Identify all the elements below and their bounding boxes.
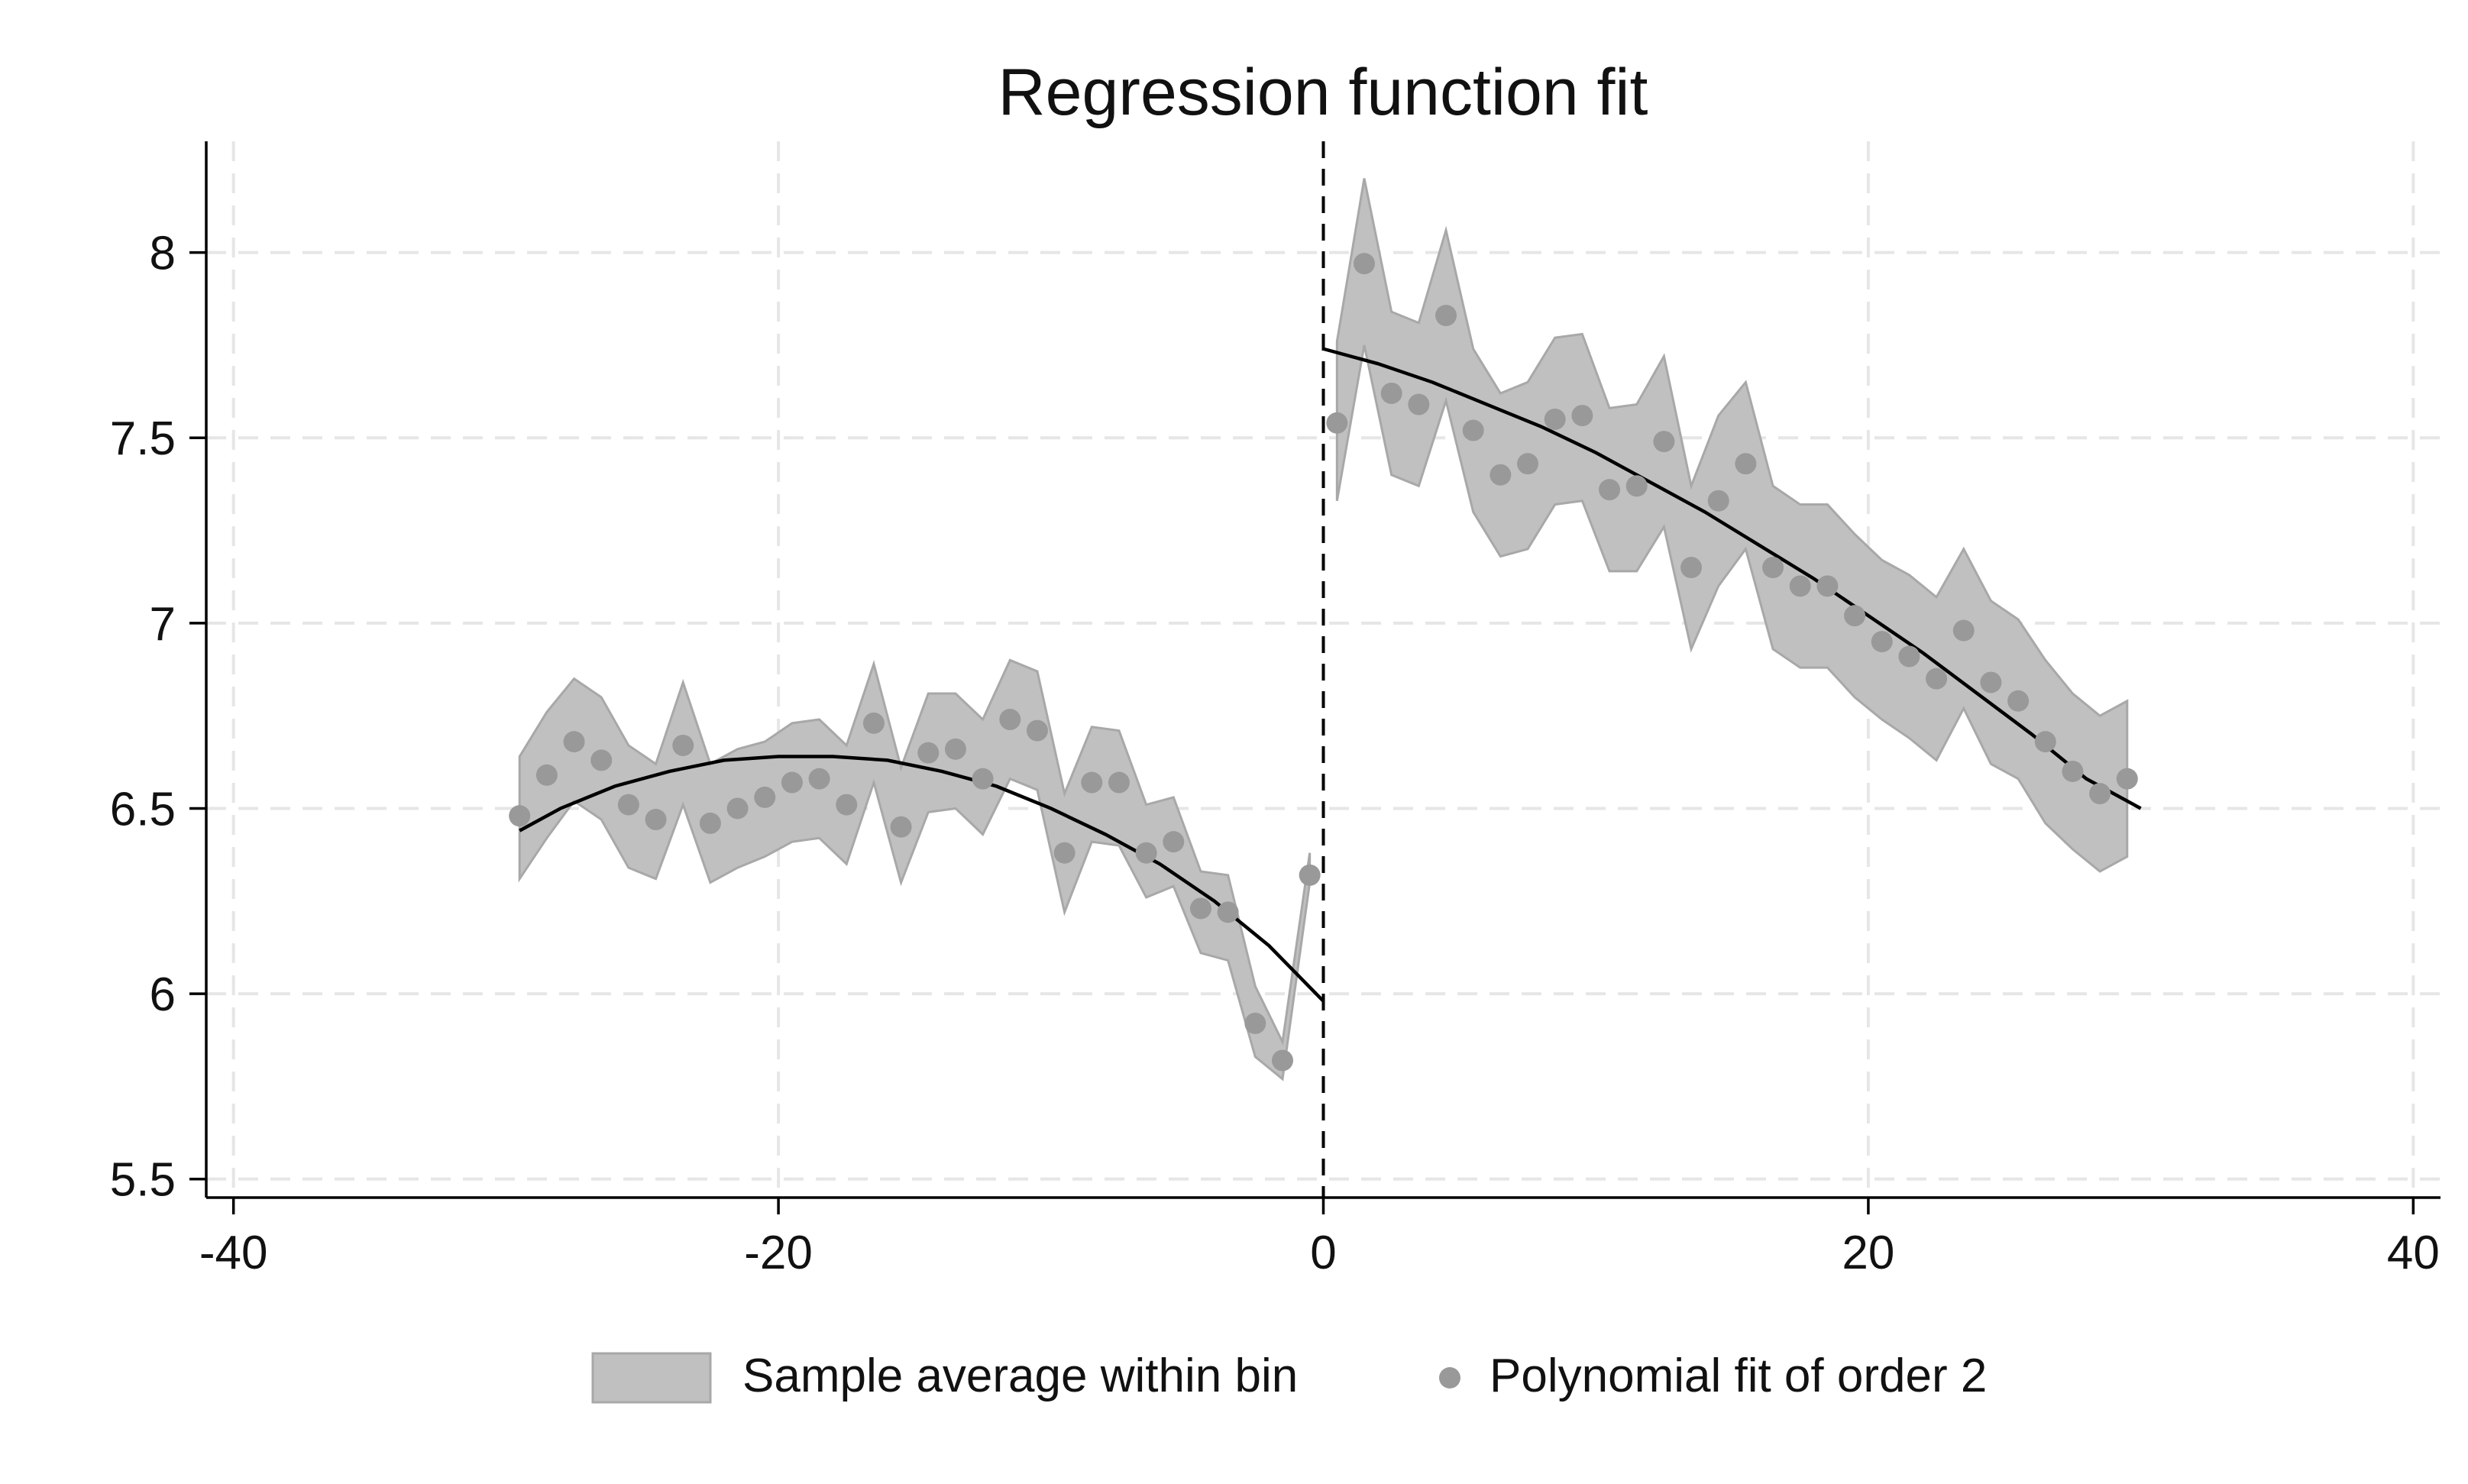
bin-point — [509, 805, 531, 827]
grid-layer — [206, 141, 2441, 1198]
bin-point — [1408, 393, 1430, 415]
bin-point — [1789, 575, 1811, 597]
bin-point — [1952, 619, 1975, 642]
bin-point — [1189, 897, 1211, 920]
confidence-band-left — [518, 658, 1312, 1081]
bin-point — [672, 734, 694, 756]
bin-point — [890, 816, 912, 838]
bin-point — [1517, 453, 1539, 475]
bin-point — [1980, 671, 2002, 694]
bin-point — [1926, 668, 1948, 690]
bin-point — [972, 768, 994, 790]
confidence-band-right — [1335, 178, 2129, 873]
bin-point — [563, 731, 585, 753]
x-tick-label: 0 — [1310, 1227, 1336, 1279]
bin-point — [836, 794, 858, 816]
fit-line-left — [519, 755, 1325, 1003]
y-tick-label: 6 — [150, 968, 176, 1021]
bin-point — [1462, 419, 1484, 441]
bin-point — [1053, 842, 1076, 864]
bin-point — [1735, 453, 1757, 475]
chart-title: Regression function fit — [998, 56, 1648, 129]
bin-point — [1081, 771, 1103, 794]
y-tick-label: 7.5 — [110, 412, 176, 465]
y-tick-label: 5.5 — [110, 1154, 176, 1207]
bin-point — [1571, 405, 1593, 427]
axis-layer — [189, 141, 2441, 1214]
bin-point — [2007, 690, 2030, 712]
bin-point — [1354, 253, 1376, 275]
legend-swatch-band — [591, 1352, 712, 1404]
bin-point — [1871, 631, 1893, 653]
bin-point — [1898, 645, 1920, 668]
bin-point — [944, 738, 966, 760]
bin-point — [2034, 731, 2056, 753]
legend-marker-points — [1439, 1367, 1460, 1389]
bin-point — [1653, 431, 1675, 453]
bin-point — [2062, 760, 2084, 782]
bin-point — [1326, 412, 1348, 434]
bin-point — [1217, 901, 1239, 923]
bin-point — [1108, 771, 1130, 794]
bin-point — [1625, 475, 1648, 497]
bin-point — [1680, 557, 1703, 579]
legend: Sample average within bin Polynomial fit… — [591, 1350, 1987, 1404]
bin-point — [1816, 575, 1839, 597]
x-tick-label: 20 — [1842, 1227, 1894, 1279]
tick-label-layer: 5.5 6 6.5 7 7.5 8 -40 -20 0 20 40 — [110, 228, 2440, 1279]
bin-point — [1762, 557, 1784, 579]
bin-point — [1026, 719, 1048, 742]
bin-point — [781, 771, 803, 794]
bin-point — [1544, 408, 1566, 430]
bin-point — [726, 797, 749, 820]
bin-point — [1299, 864, 1321, 886]
bin-point — [862, 712, 885, 734]
bin-point — [1271, 1049, 1293, 1072]
y-tick-label: 8 — [150, 228, 176, 280]
bin-point — [1490, 464, 1512, 486]
y-tick-label: 6.5 — [110, 783, 176, 836]
bin-point — [1435, 305, 1457, 327]
bin-point — [808, 768, 830, 790]
x-tick-label: -20 — [744, 1227, 813, 1279]
bin-point — [535, 764, 558, 786]
legend-label-band: Sample average within bin — [742, 1350, 1298, 1402]
bin-points-layer — [509, 253, 2138, 1072]
bin-point — [754, 786, 776, 808]
bin-point — [617, 794, 639, 816]
bin-point — [917, 742, 940, 764]
bin-point — [590, 749, 613, 771]
polynomial-fit-layer — [519, 347, 2142, 1003]
bin-point — [1135, 842, 1157, 864]
x-tick-label: 40 — [2387, 1227, 2440, 1279]
bin-point — [1844, 605, 1866, 627]
bin-point — [2089, 783, 2111, 805]
bin-point — [999, 709, 1021, 731]
bin-point — [645, 809, 667, 831]
x-tick-label: -40 — [199, 1227, 268, 1279]
y-tick-label: 7 — [150, 598, 176, 651]
bin-point — [699, 812, 721, 834]
bin-point — [1163, 831, 1185, 853]
bin-point — [1707, 490, 1729, 512]
bin-point — [1380, 382, 1402, 404]
fit-line-right — [1322, 347, 2142, 810]
bin-point — [2116, 768, 2138, 790]
bin-point — [1599, 479, 1621, 501]
legend-label-points: Polynomial fit of order 2 — [1490, 1350, 1987, 1402]
bin-point — [1244, 1012, 1266, 1034]
